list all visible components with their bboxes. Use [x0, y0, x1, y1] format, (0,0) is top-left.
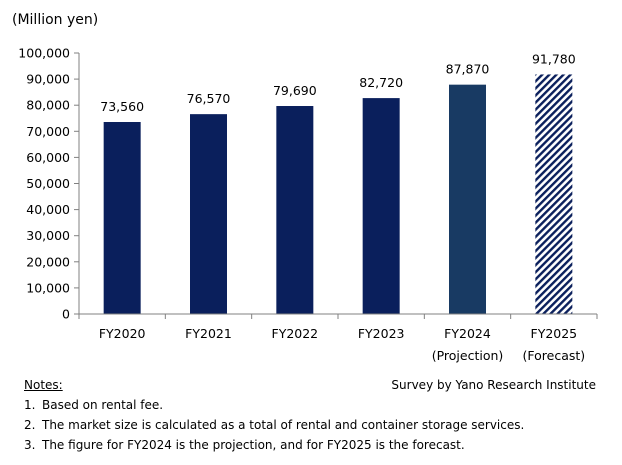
y-axis: 0 10,000 20,000 30,000 40,000 50,000 60,000 70,…: [18, 46, 80, 322]
unit-label: (Million yen): [12, 12, 98, 28]
y-tick-label: 100,000: [18, 46, 70, 61]
x-tick-label: FY2021: [185, 326, 232, 341]
bar-fy2021: [190, 114, 227, 314]
bar-value-label: 87,870: [446, 62, 490, 77]
bar-value-label: 82,720: [359, 75, 403, 90]
y-tick-label: 30,000: [26, 228, 70, 243]
y-tick-label: 50,000: [26, 176, 70, 191]
y-tick-label: 80,000: [26, 98, 70, 113]
x-tick-label: FY2025: [531, 326, 578, 341]
y-tick-label: 0: [62, 307, 70, 322]
source-credit: Survey by Yano Research Institute: [391, 378, 596, 392]
bar-fy2023: [362, 98, 400, 314]
note-number: 1.: [24, 398, 36, 412]
x-tick-sublabel: (Projection): [432, 348, 504, 363]
bar-fy2025: [535, 74, 573, 315]
bar-fy2022: [276, 106, 314, 315]
note-text: The figure for FY2024 is the projection,…: [42, 438, 465, 452]
notes-title: Notes:: [24, 378, 63, 392]
note-item: 3. The figure for FY2024 is the projectio…: [24, 435, 604, 455]
bars: 73,560 76,570 79,690 82,720 87,870 91,780: [100, 51, 576, 315]
y-tick-label: 20,000: [26, 254, 70, 269]
x-axis: FY2020 FY2021 FY2022 FY2023 FY2024 (Projectio…: [78, 313, 598, 363]
x-tick-label: FY2023: [358, 326, 405, 341]
y-tick-label: 60,000: [26, 150, 70, 165]
bar-value-label: 91,780: [532, 51, 576, 66]
x-tick-label: FY2022: [272, 326, 319, 341]
note-item: 2. The market size is calculated as a tot…: [24, 415, 604, 435]
note-number: 2.: [24, 418, 36, 432]
note-number: 3.: [24, 438, 36, 452]
x-tick-label: FY2020: [99, 326, 146, 341]
y-tick-label: 10,000: [26, 280, 70, 295]
note-item: 1. Based on rental fee.: [24, 395, 604, 415]
bar-value-label: 79,690: [273, 83, 317, 98]
x-tick-sublabel: (Forecast): [523, 348, 586, 363]
bar-value-label: 73,560: [100, 99, 144, 114]
notes: Notes: 1. Based on rental fee. 2. The mark…: [24, 375, 604, 455]
market-size-chart: (Million yen) 0 10,000 20,000 30,000 40,000 5…: [12, 12, 598, 363]
x-tick-label: FY2024: [444, 326, 491, 341]
y-tick-label: 40,000: [26, 202, 70, 217]
bar-fy2024: [449, 84, 486, 314]
note-text: Based on rental fee.: [42, 398, 164, 412]
bar-fy2020: [103, 122, 141, 315]
note-text: The market size is calculated as a total…: [42, 418, 525, 432]
y-tick-label: 70,000: [26, 124, 70, 139]
bar-value-label: 76,570: [187, 91, 231, 106]
y-tick-label: 90,000: [26, 72, 70, 87]
